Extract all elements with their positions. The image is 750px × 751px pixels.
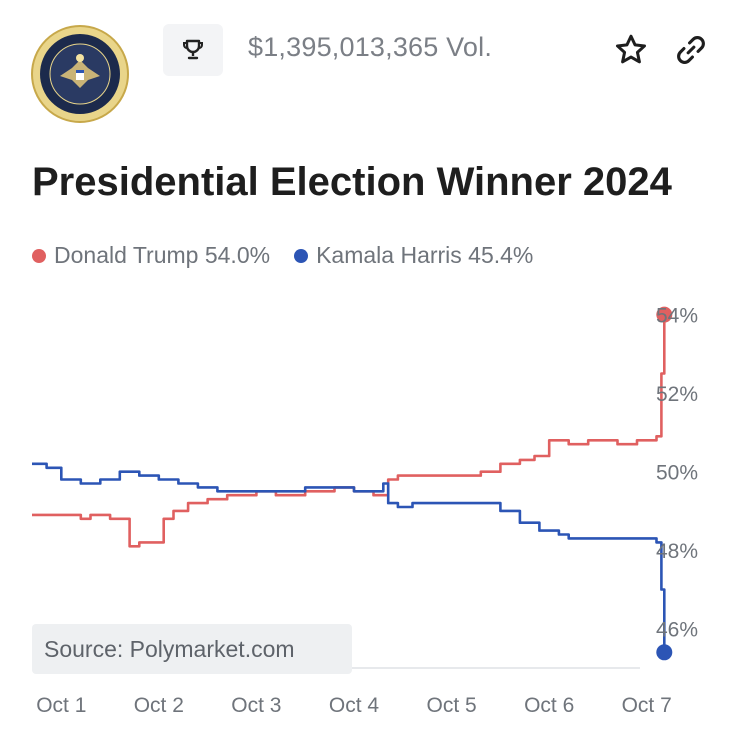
series-end-point-donald-trump[interactable] (656, 306, 673, 323)
trophy-icon (183, 39, 203, 60)
x-tick-label: Oct 4 (329, 694, 380, 717)
series-line-kamala-harris (32, 462, 666, 653)
legend-item-harris: Kamala Harris 45.4% (294, 242, 533, 269)
x-tick-label: Oct 3 (231, 694, 281, 717)
y-tick-label: 52% (656, 383, 698, 406)
x-tick-label: Oct 6 (524, 694, 574, 717)
series-end-point-kamala-harris[interactable] (656, 644, 673, 661)
source-annotation: Source: Polymarket.com (32, 624, 352, 674)
link-icon (677, 36, 705, 64)
x-tick-label: Oct 5 (427, 694, 477, 717)
trophy-badge (163, 24, 223, 76)
legend-label-harris: Kamala Harris 45.4% (316, 242, 534, 268)
star-icon (616, 34, 646, 64)
series-layer (32, 306, 673, 669)
x-axis: Oct 1 Oct 2 Oct 3 Oct 4 Oct 5 Oct 6 Oct 7 (36, 694, 672, 717)
x-tick-label: Oct 2 (134, 694, 184, 717)
y-axis: 54% 52% 50% 48% 46% (656, 305, 698, 642)
favorite-button[interactable] (611, 30, 651, 70)
y-tick-label: 48% (656, 540, 698, 563)
y-tick-label: 54% (656, 305, 698, 328)
x-tick-label: Oct 1 (36, 694, 86, 717)
y-tick-label: 46% (656, 619, 698, 642)
legend-item-trump: Donald Trump 54.0% (32, 242, 270, 269)
legend-dot-harris (294, 248, 309, 263)
y-tick-label: 50% (656, 462, 698, 485)
volume-text: $1,395,013,365 Vol. (248, 32, 493, 62)
chart-legend: Donald Trump 54.0% Kamala Harris 45.4% (32, 242, 557, 269)
presidential-seal-icon (31, 25, 129, 123)
x-tick-label: Oct 7 (622, 694, 672, 717)
legend-dot-trump (32, 248, 46, 263)
copy-link-button[interactable] (671, 30, 711, 70)
series-line-donald-trump (32, 314, 666, 548)
chart-title: Presidential Election Winner 2024 (32, 160, 672, 204)
legend-label-trump: Donald Trump 54.0% (54, 242, 271, 268)
